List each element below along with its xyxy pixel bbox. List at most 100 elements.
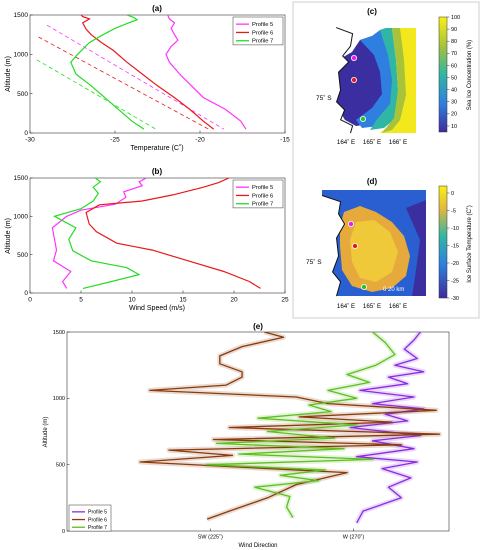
y-tick-label-e: 0: [62, 529, 65, 535]
y-tick-label-a: 1500: [14, 12, 29, 19]
colorbar-tick-label-d: 0: [451, 191, 454, 197]
panel-sea-ice-map: (c) 75˚ S 164˚ E 165˚ E 166˚ E 10 20 30 40 50 6…: [300, 7, 473, 146]
map-c-mid-ice: [356, 28, 395, 128]
colorbar-tick-label-d: -10: [451, 226, 459, 232]
x-tick-label-e: W (270˚): [343, 534, 365, 541]
x-tick-label-a: -15: [280, 137, 290, 144]
reference-line: [46, 24, 225, 130]
y-tick-label-a: 0: [24, 130, 28, 137]
map-c-low-ice: [334, 36, 386, 126]
colorbar-d: [438, 185, 448, 299]
y-tick-label-b: 1500: [14, 175, 29, 182]
plot-area-e: [66, 331, 450, 532]
panel-label-e: (e): [253, 322, 263, 331]
x-tick-label-b: 20: [230, 297, 238, 304]
x-axis-label-e: Wind Direction: [238, 543, 277, 549]
map-d-cold-edge: [406, 200, 426, 296]
map-c-lon-label: 164˚ E: [337, 139, 355, 146]
panel-label-a: (a): [152, 4, 162, 13]
colorbar-tick-label-c: 10: [451, 124, 457, 130]
reference-line: [36, 59, 157, 130]
series-line-profile-6: [80, 15, 214, 130]
map-d-marker-profile-6: [351, 242, 358, 249]
map-d-lon-label: 165˚ E: [363, 303, 381, 310]
map-d-marker-profile-7: [360, 283, 367, 290]
map-d-hot-core: [350, 220, 398, 282]
x-tick-label-a: -25: [110, 137, 120, 144]
colorbar-tick-label-c: 50: [451, 75, 457, 81]
y-tick-label-a: 500: [17, 91, 28, 98]
legend-label-b: Profile 6: [252, 193, 273, 199]
legend-a: Profile 5 Profile 6 Profile 7: [232, 16, 284, 46]
y-tick-label-b: 500: [17, 252, 28, 259]
map-d-lon-label: 166˚ E: [389, 303, 407, 310]
colorbar-tick-label-d: -30: [451, 296, 459, 302]
series-line-profile-7: [70, 15, 145, 130]
colorbar-tick-label-c: 60: [451, 63, 457, 69]
panel-label-b: (b): [152, 167, 163, 176]
map-d-land-left: [296, 190, 344, 296]
panel-ice-temperature-map: (d) 0 20 km 75˚ S 164˚ E 165˚ E 166˚ E 0 -5…: [296, 177, 473, 310]
plot-area-b: [29, 177, 286, 294]
map-c-marker-profile-7: [359, 116, 366, 123]
legend-label-b: Profile 7: [252, 202, 273, 208]
y-tick-label-e: 1000: [53, 396, 65, 402]
colorbar-c: [438, 16, 448, 133]
x-tick-label-e: SW (225˚): [198, 534, 223, 541]
x-axis-label-a: Temperature (C˚): [130, 144, 183, 152]
legend-label-e: Profile 7: [88, 525, 107, 531]
legend-b: Profile 5 Profile 6 Profile 7: [232, 179, 284, 209]
map-c-teal-ice: [370, 28, 398, 130]
y-axis-label-b: Altitude (m): [5, 218, 12, 254]
colorbar-tick-label-c: 80: [451, 39, 457, 45]
series-line-profile-7: [52, 178, 141, 289]
map-c-yellow-ice: [380, 28, 416, 133]
legend-label-b: Profile 5: [252, 185, 273, 191]
colorbar-tick-label-c: 20: [451, 112, 457, 118]
colorbar-tick-label-c: 30: [451, 100, 457, 106]
x-tick-label-b: 15: [179, 297, 187, 304]
x-tick-label-a: -30: [25, 137, 35, 144]
map-d-lat-label: 75˚ S: [306, 258, 322, 266]
colorbar-tick-label-c: 100: [451, 15, 460, 21]
panel-label-c: (c): [367, 7, 377, 16]
colorbar-tick-label-c: 70: [451, 51, 457, 57]
map-d-lon-label: 164˚ E: [337, 303, 355, 310]
map-c-lat-label: 75˚ S: [316, 94, 332, 102]
series-line-profile-5: [349, 332, 425, 524]
map-c-lon-label: 165˚ E: [363, 139, 381, 146]
map-d-scale-label: 0 20 km: [383, 287, 404, 293]
y-axis-label-a: Altitude (m): [5, 56, 12, 92]
panel-temperature-profile: (a) -30 -25 -20 -15 0 500 1000 1500 Temperatur…: [5, 4, 290, 152]
legend-label-a: Profile 7: [252, 39, 273, 45]
legend-label-e: Profile 6: [88, 517, 107, 523]
legend-label-a: Profile 5: [252, 22, 273, 28]
y-tick-label-e: 500: [56, 463, 65, 469]
colorbar-tick-label-d: -5: [451, 208, 456, 214]
x-tick-label-a: -20: [195, 137, 205, 144]
colorbar-tick-label-c: 90: [451, 27, 457, 33]
plot-area-a: [29, 14, 286, 134]
map-c-marker-profile-5: [350, 55, 357, 62]
legend-label-a: Profile 6: [252, 30, 273, 36]
y-tick-label-a: 1000: [14, 52, 29, 59]
x-tick-label-b: 10: [128, 297, 136, 304]
x-tick-label-b: 25: [281, 297, 289, 304]
colorbar-tick-label-d: -15: [451, 243, 459, 249]
y-axis-label-e: Altitude (m): [43, 417, 49, 448]
map-c-marker-profile-6: [350, 77, 357, 84]
legend-label-e: Profile 5: [88, 510, 107, 516]
colorbar-c-label: Sea Ice Concentration (%): [467, 40, 473, 110]
series-line-profile-5: [51, 178, 147, 289]
reference-line: [38, 36, 209, 130]
series-line-profile-5: [165, 15, 247, 130]
colorbar-tick-label-c: 40: [451, 87, 457, 93]
panel-wind-speed-profile: (b) 0 5 10 15 20 25 0 500 1000 1500 Wind Speed (…: [5, 167, 289, 312]
map-c-land-left: [300, 20, 352, 133]
map-d-marker-profile-5: [347, 220, 354, 227]
y-tick-label-e: 1500: [53, 330, 65, 336]
y-tick-label-b: 1000: [14, 214, 29, 221]
series-line-profile-7: [206, 332, 396, 519]
colorbar-tick-label-d: -25: [451, 278, 459, 284]
